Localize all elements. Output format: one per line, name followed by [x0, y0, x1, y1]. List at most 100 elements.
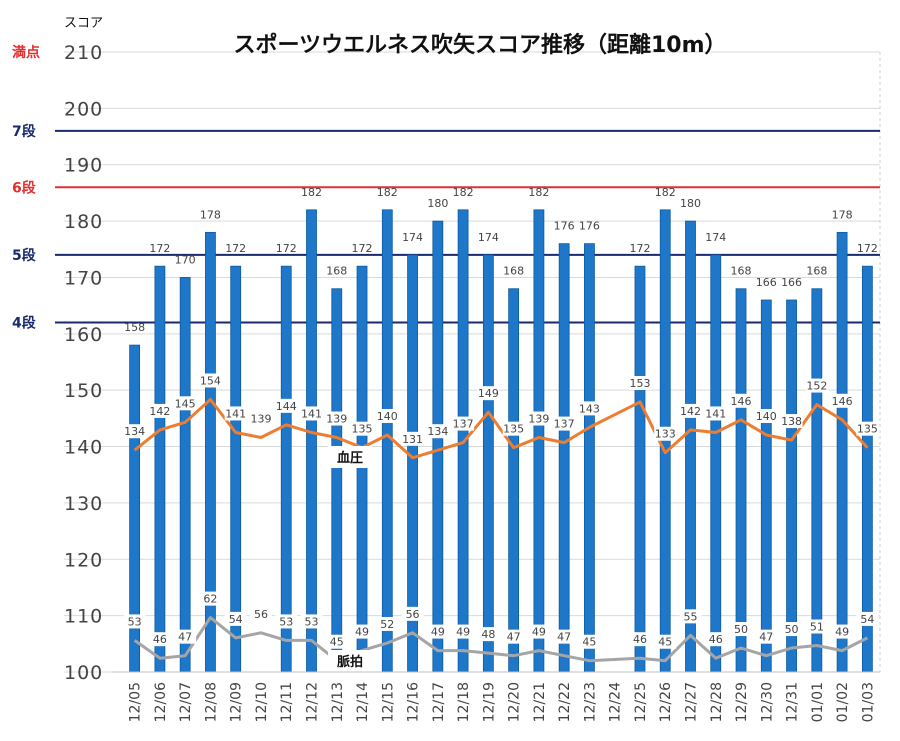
- line-value-label: 62: [203, 593, 217, 606]
- series-name-bg: [328, 650, 372, 672]
- line-label-bg: [755, 629, 778, 644]
- line-value-label: 48: [481, 628, 495, 641]
- line-label-bg: [199, 373, 222, 388]
- line-label-bg: [426, 424, 449, 439]
- line-label-bg: [805, 619, 828, 634]
- line-label-bg: [704, 406, 727, 421]
- line-label-bg: [174, 396, 197, 411]
- line-label-bg: [553, 629, 576, 644]
- line-label-bg: [502, 629, 525, 644]
- line-value-label: 143: [579, 402, 600, 415]
- line-label-bg: [275, 398, 298, 413]
- line-label-bg: [730, 393, 753, 408]
- y-tick-label: 180: [64, 211, 103, 233]
- bar-value-label: 168: [503, 265, 524, 278]
- line-label-bg: [300, 406, 323, 421]
- bar: [306, 209, 317, 673]
- x-tick-label: 12/23: [582, 682, 598, 722]
- line-label-bg: [578, 634, 601, 649]
- bar: [154, 265, 166, 673]
- bar: [710, 254, 722, 673]
- bar: [482, 254, 494, 673]
- series-name-pulse: 脈拍: [337, 654, 363, 670]
- line-value-label: 138: [781, 415, 802, 428]
- line-value-label: 137: [554, 418, 575, 431]
- reference-label: 6段: [12, 179, 36, 196]
- x-tick-label: 12/08: [203, 682, 219, 722]
- x-tick-label: 12/17: [431, 682, 447, 722]
- line-value-label: 134: [124, 425, 145, 438]
- line-label-bg: [325, 634, 348, 649]
- bar-value-label: 182: [655, 186, 676, 199]
- y-tick-label: 110: [64, 606, 103, 628]
- line-value-label: 47: [759, 631, 773, 644]
- line-label-bg: [452, 624, 475, 639]
- series-line-1: [133, 398, 869, 460]
- line-label-bg: [654, 634, 677, 649]
- line-label-bg: [780, 414, 803, 429]
- line-label-bg: [679, 403, 702, 418]
- line-value-label: 137: [453, 418, 474, 431]
- line-value-label: 45: [658, 636, 672, 649]
- line-label-bg: [123, 614, 146, 629]
- bar-value-label: 180: [680, 197, 701, 210]
- bar: [280, 265, 292, 673]
- reference-label: 4段: [12, 315, 36, 332]
- data-labels: 158 172 170 178 172 172 182 168 172 182 174 180 182 1…: [123, 186, 879, 672]
- line-label-bg: [553, 416, 576, 431]
- bar-value-label: 178: [832, 208, 853, 221]
- bar: [659, 209, 671, 673]
- bar-value-label: 166: [756, 276, 777, 289]
- bar: [331, 288, 343, 673]
- line-label-bg: [679, 609, 702, 624]
- line-value-label: 135: [503, 423, 524, 436]
- line-label-bg: [628, 376, 651, 391]
- line-value-label: 141: [225, 407, 246, 420]
- line-label-bg: [376, 616, 399, 631]
- x-tick-label: 12/24: [608, 682, 624, 722]
- bar-value-label: 182: [453, 186, 474, 199]
- y-axis: 100 110 120 130 140 150 160 170 180 190 200 210: [64, 42, 103, 684]
- bar-value-label: 176: [579, 220, 600, 233]
- line-label-bg: [856, 421, 879, 436]
- x-tick-label: 12/07: [178, 682, 194, 722]
- line-value-label: 45: [582, 636, 596, 649]
- line-label-bg: [401, 606, 424, 621]
- line-value-label: 47: [507, 631, 521, 644]
- line-value-label: 131: [402, 433, 423, 446]
- grid-lines: [64, 51, 881, 673]
- y-tick-label: 200: [64, 98, 103, 120]
- line-label-bg: [199, 591, 222, 606]
- bar-value-label: 172: [352, 242, 373, 255]
- line-label-bg: [831, 624, 854, 639]
- x-tick-label: 12/15: [380, 682, 396, 722]
- x-tick-label: 12/11: [279, 682, 295, 722]
- line-value-label: 49: [532, 626, 546, 639]
- line-value-label: 140: [377, 410, 398, 423]
- line-value-label: 135: [857, 423, 878, 436]
- bar-value-label: 172: [149, 242, 170, 255]
- chart-title: スポーツウエルネス吹矢スコア推移（距離10m）: [233, 32, 726, 58]
- line-value-label: 145: [175, 397, 196, 410]
- line-value-label: 45: [330, 636, 344, 649]
- bar-value-label: 170: [175, 253, 196, 266]
- x-tick-label: 01/02: [835, 682, 851, 722]
- x-tick-label: 12/12: [305, 682, 321, 722]
- line-value-label: 153: [629, 377, 650, 390]
- bar: [558, 243, 570, 673]
- x-tick-label: 12/14: [355, 682, 371, 722]
- bar-value-label: 172: [225, 242, 246, 255]
- line-label-bg: [300, 614, 323, 629]
- line-value-label: 51: [810, 621, 824, 634]
- bar-value-label: 172: [857, 242, 878, 255]
- line-value-label: 53: [128, 615, 142, 628]
- line-label-bg: [148, 403, 171, 418]
- line-value-label: 149: [478, 387, 499, 400]
- y-tick-label: 210: [64, 42, 103, 64]
- x-tick-label: 12/21: [532, 682, 548, 722]
- x-tick-label: 12/20: [507, 682, 523, 722]
- line-value-label: 146: [731, 395, 752, 408]
- line-value-label: 142: [149, 405, 170, 418]
- line-label-bg: [249, 411, 272, 426]
- bar: [584, 243, 595, 673]
